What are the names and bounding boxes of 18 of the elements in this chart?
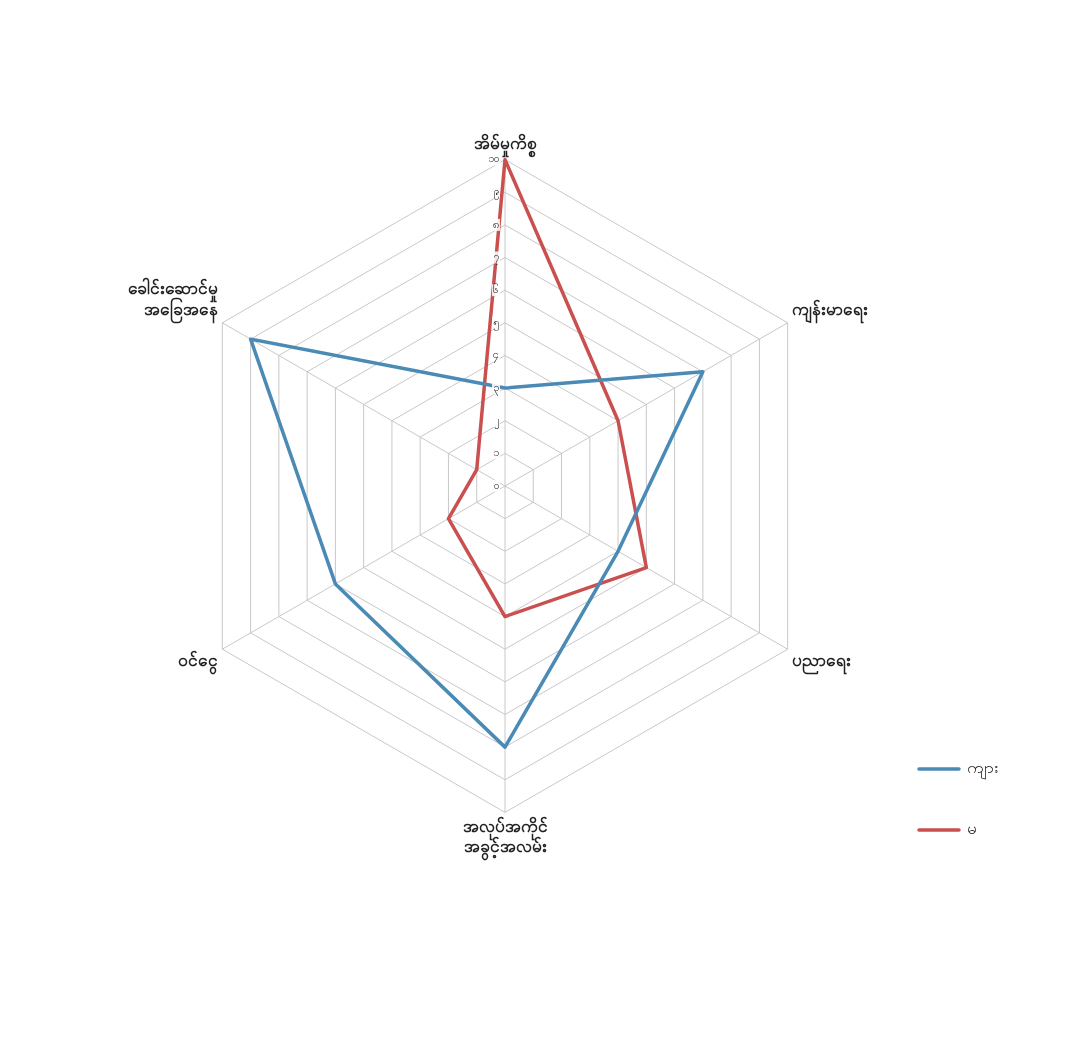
y-tick-label: ၄	[493, 348, 499, 364]
y-tick-label: ၉	[494, 185, 499, 201]
y-tick-label: ၃	[493, 380, 499, 396]
legend-label: မ	[967, 819, 977, 839]
spoke-label: ဝင်ငွေ	[178, 650, 218, 676]
y-tick-label: ၈	[493, 217, 499, 231]
y-tick-label: ၆	[493, 283, 499, 297]
y-tick-label: ၁၀	[488, 152, 499, 166]
spoke-label: ခေါင်းဆောင်မှု အခြေအနေ	[128, 277, 218, 324]
y-tick-label: ၇	[493, 250, 499, 266]
y-tick-label: ၁	[493, 446, 499, 460]
spoke-label: အလုပ်အကိုင် အခွင့်အလမ်း	[462, 816, 548, 862]
y-tick-label: ၂	[494, 413, 499, 429]
legend-label: ကျား	[967, 758, 998, 781]
y-tick-label: ၀	[494, 478, 499, 492]
spoke-label: ကျန်းမာရေး	[792, 298, 868, 324]
y-tick-label: ၅	[493, 315, 499, 331]
spoke-label: ပညာရေး	[792, 650, 851, 676]
